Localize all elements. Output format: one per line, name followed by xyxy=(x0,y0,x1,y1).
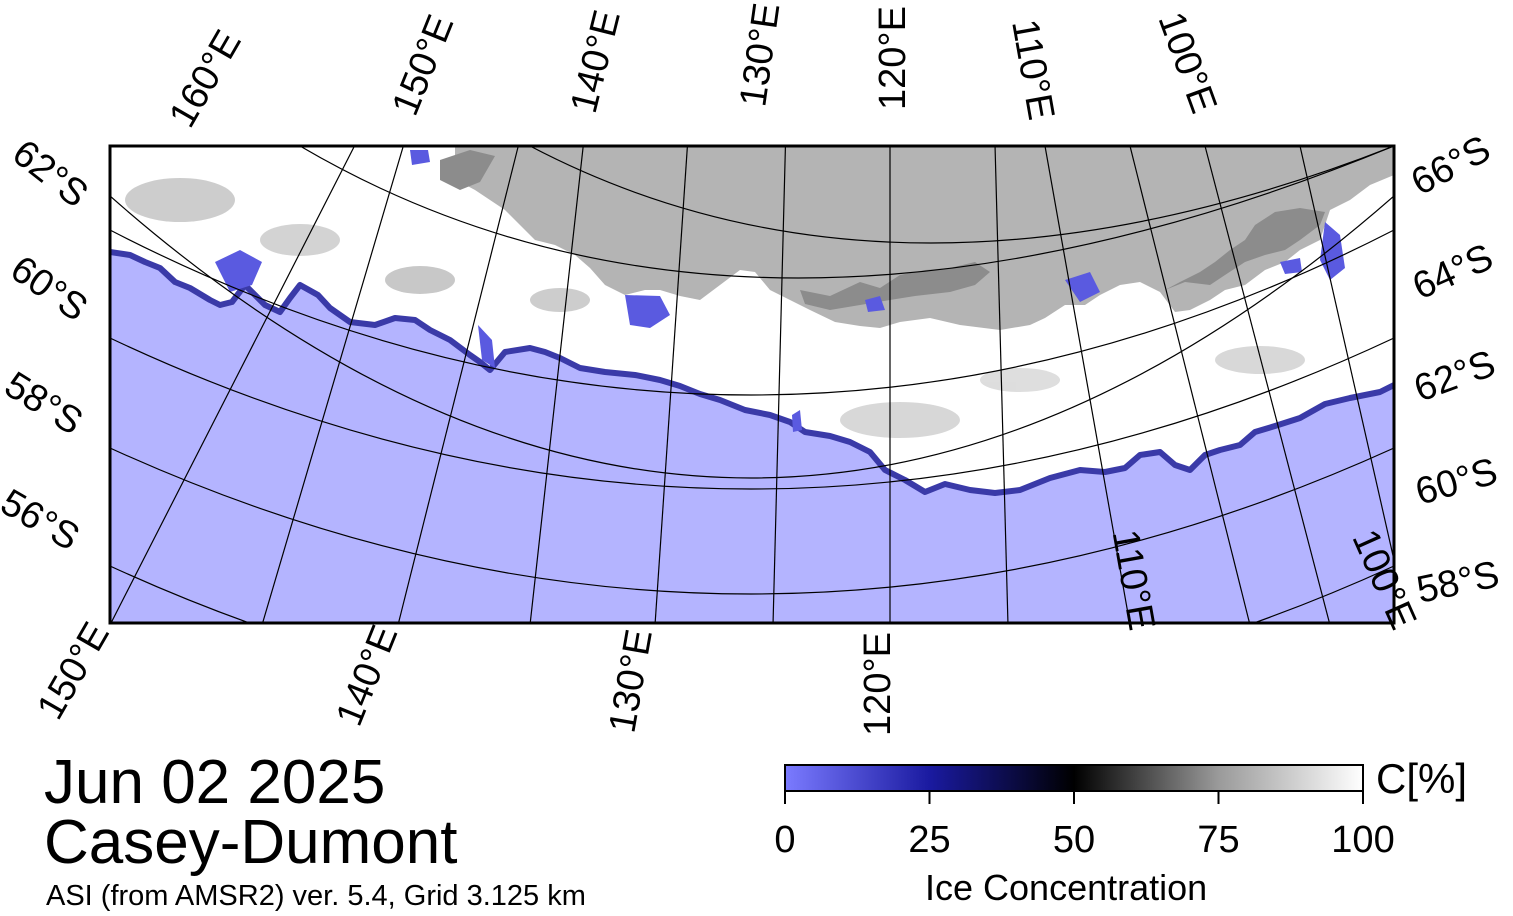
top-longitude-label: 130°E xyxy=(732,0,788,109)
map-region: Casey-Dumont xyxy=(44,808,458,877)
right-latitude-label: 66°S xyxy=(1405,128,1498,204)
map-frame xyxy=(108,144,1396,625)
top-longitude-labels: 160°E 150°E 140°E 130°E 120°E 110°E 100°E xyxy=(161,0,1224,134)
ice-texture xyxy=(125,178,1305,438)
left-latitude-labels: 62°S 60°S 58°S 56°S xyxy=(0,132,96,559)
top-longitude-label: 150°E xyxy=(384,9,462,121)
graticule xyxy=(110,146,1394,623)
bottom-longitude-label: 120°E xyxy=(857,632,899,736)
bottom-longitude-label: 140°E xyxy=(328,620,406,732)
ice-edge-band xyxy=(110,249,1394,496)
colorbar-tick-label: 75 xyxy=(1197,819,1239,861)
top-longitude-label: 140°E xyxy=(563,6,629,117)
map-content xyxy=(110,146,1394,623)
left-latitude-label: 58°S xyxy=(0,364,90,444)
ice-shelves xyxy=(440,150,1325,310)
colorbar-ticks: 0 25 50 75 100 xyxy=(774,791,1395,861)
colorbar-bar xyxy=(784,764,1364,792)
product-info: ASI (from AMSR2) ver. 5.4, Grid 3.125 km xyxy=(46,880,586,912)
top-longitude-label: 100°E xyxy=(1150,7,1225,119)
right-latitude-label: 60°S xyxy=(1411,450,1502,513)
right-latitude-label: 62°S xyxy=(1409,343,1501,411)
colorbar-title: Ice Concentration xyxy=(925,867,1208,908)
right-latitude-label: 64°S xyxy=(1407,236,1500,308)
bottom-longitude-label: 130°E xyxy=(601,626,660,736)
top-longitude-label: 110°E xyxy=(1003,16,1062,123)
polynyas xyxy=(215,150,1345,432)
colorbar-tick-label: 0 xyxy=(774,819,795,861)
antarctic-land xyxy=(455,146,1394,330)
map-date: Jun 02 2025 xyxy=(44,748,386,817)
top-longitude-label: 160°E xyxy=(161,23,249,134)
bottom-longitude-label: 150°E xyxy=(29,616,117,727)
top-longitude-label: 120°E xyxy=(872,6,914,110)
colorbar-unit: C[%] xyxy=(1376,755,1468,802)
right-latitude-labels: 66°S 64°S 62°S 60°S 58°S xyxy=(1405,128,1503,612)
colorbar: 0 25 50 75 100 xyxy=(774,764,1395,861)
left-latitude-label: 56°S xyxy=(0,481,86,559)
left-latitude-label: 60°S xyxy=(3,248,95,330)
left-latitude-label: 62°S xyxy=(4,132,95,216)
right-latitude-label: 58°S xyxy=(1413,554,1503,612)
colorbar-tick-label: 25 xyxy=(908,819,950,861)
colorbar-tick-label: 50 xyxy=(1053,819,1095,861)
colorbar-tick-label: 100 xyxy=(1331,819,1394,861)
